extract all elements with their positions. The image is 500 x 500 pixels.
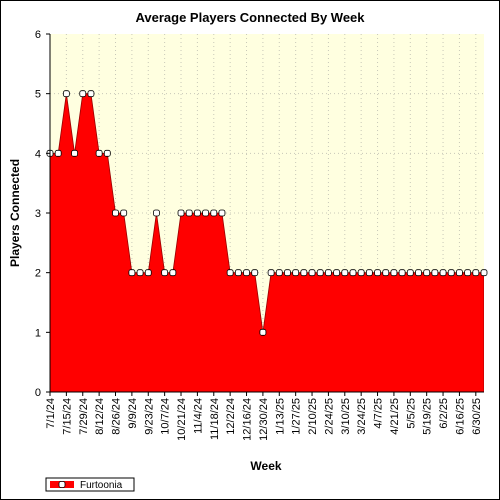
x-tick-label: 4/21/25 [389, 398, 401, 435]
x-tick-label: 11/4/24 [192, 398, 204, 434]
x-tick-label: 6/16/25 [454, 398, 466, 435]
data-point [382, 269, 390, 277]
data-point [103, 149, 111, 157]
x-tick-label: 2/24/25 [323, 398, 335, 435]
y-tick-label: 0 [35, 387, 41, 399]
data-point [185, 209, 193, 217]
data-point [357, 269, 365, 277]
data-point [472, 269, 480, 277]
data-point [415, 269, 422, 277]
data-point [406, 269, 414, 277]
data-point [193, 209, 201, 217]
data-point [316, 269, 324, 277]
x-tick-label: 9/9/24 [127, 398, 139, 429]
data-point [234, 269, 242, 277]
data-point [161, 269, 169, 277]
axes [46, 33, 484, 396]
data-point [292, 269, 300, 277]
x-tick-label: 6/30/25 [471, 398, 483, 435]
data-point [341, 269, 349, 277]
data-point [62, 90, 70, 98]
data-point [390, 269, 398, 277]
x-tick-label: 10/21/24 [176, 398, 188, 441]
data-point [300, 269, 308, 277]
data-point [218, 209, 226, 217]
x-tick-label: 4/7/25 [373, 398, 385, 429]
data-point [308, 269, 316, 277]
x-tick-label: 10/7/24 [160, 398, 172, 435]
data-point [226, 269, 234, 277]
data-point [349, 269, 357, 277]
data-point [243, 269, 250, 277]
data-point [431, 269, 439, 277]
y-axis-label: Players Connected [8, 159, 22, 267]
data-point [374, 269, 381, 277]
x-tick-label: 2/10/25 [307, 398, 319, 435]
x-tick-label: 1/13/25 [274, 398, 286, 435]
data-point [267, 269, 275, 277]
data-point [79, 90, 87, 98]
x-ticks: 7/1/24 7/15/24 7/29/24 8/12/24 8/26/24 9/9/24… [45, 398, 483, 441]
x-tick-label: 1/27/25 [291, 398, 303, 435]
data-point [284, 269, 291, 277]
data-point [71, 149, 78, 157]
y-tick-label: 1 [35, 327, 41, 339]
data-point [251, 269, 259, 277]
data-point [153, 209, 160, 217]
data-point [87, 90, 95, 98]
x-tick-label: 6/2/25 [438, 398, 450, 429]
data-point [423, 269, 431, 277]
legend: Furtoonia [45, 477, 135, 492]
data-point [398, 269, 406, 277]
x-tick-label: 7/15/24 [61, 398, 73, 435]
x-tick-label: 5/19/25 [422, 398, 434, 435]
data-point [120, 209, 128, 217]
data-point [447, 269, 455, 277]
data-point [333, 269, 341, 277]
data-point [112, 209, 119, 217]
data-point [464, 269, 472, 277]
chart-title: Average Players Connected By Week [135, 10, 365, 25]
x-tick-label: 12/16/24 [242, 398, 254, 441]
data-point [144, 269, 152, 277]
x-tick-label: 7/29/24 [78, 398, 90, 435]
x-axis-label: Week [250, 459, 281, 473]
data-point [177, 209, 185, 217]
data-point [439, 269, 447, 277]
x-tick-label: 7/1/24 [45, 398, 57, 429]
data-point [95, 149, 103, 157]
legend-label-furtoonia: Furtoonia [80, 480, 123, 491]
data-point [259, 328, 267, 336]
x-tick-label: 12/2/24 [225, 398, 237, 435]
y-tick-label: 5 [35, 89, 41, 101]
data-point [136, 269, 144, 277]
y-tick-label: 3 [35, 208, 41, 220]
x-tick-label: 11/18/24 [209, 398, 221, 440]
data-point [456, 269, 463, 277]
x-tick-label: 8/26/24 [111, 398, 123, 435]
data-point [202, 209, 209, 217]
x-tick-label: 5/5/25 [405, 398, 417, 429]
y-tick-label: 4 [35, 148, 41, 160]
x-tick-label: 3/10/25 [340, 398, 352, 435]
y-tick-label: 2 [35, 268, 41, 280]
data-point [169, 269, 177, 277]
data-point [128, 269, 136, 277]
data-point [365, 269, 373, 277]
data-point [325, 269, 332, 277]
x-tick-label: 3/24/25 [356, 398, 368, 435]
legend-marker [58, 481, 66, 488]
y-tick-label: 6 [35, 29, 41, 41]
data-point [275, 269, 283, 277]
data-point [54, 149, 62, 157]
x-tick-label: 9/23/24 [143, 398, 155, 435]
x-tick-label: 8/12/24 [94, 398, 106, 435]
data-point [480, 269, 488, 277]
data-point [210, 209, 218, 217]
x-tick-label: 12/30/24 [258, 398, 270, 441]
y-ticks: 0 1 2 3 4 5 6 [35, 29, 41, 399]
